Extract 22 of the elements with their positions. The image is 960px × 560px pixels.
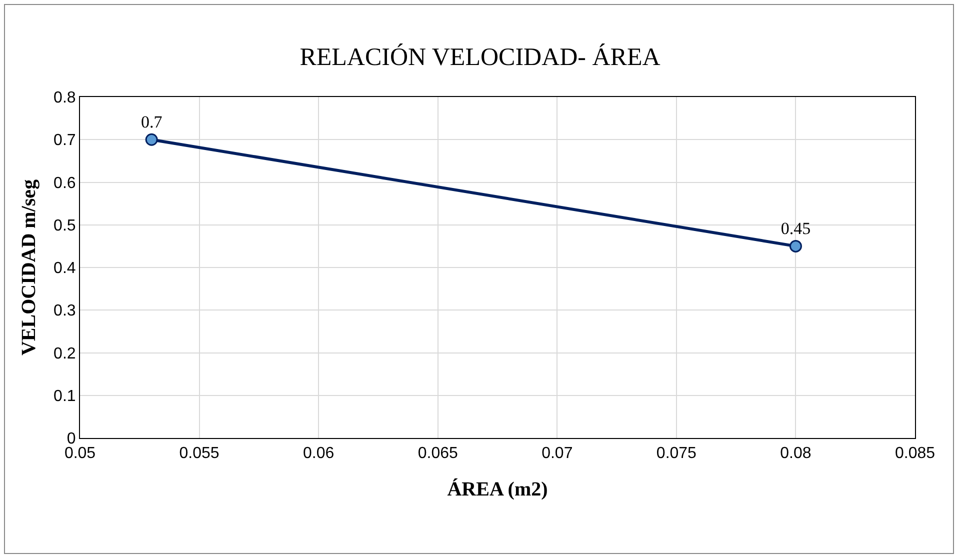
y-tick-label: 0.6 — [54, 174, 76, 192]
y-tick-label: 0.2 — [54, 345, 76, 362]
x-tick-label: 0.065 — [418, 445, 458, 462]
y-tick-label: 0.1 — [54, 388, 76, 405]
x-axis-title: ÁREA (m2) — [447, 478, 548, 501]
y-tick-label: 0.8 — [54, 90, 76, 107]
y-tick-label: 0.3 — [54, 302, 76, 320]
y-tick-label: 0.4 — [54, 260, 76, 278]
x-tick-label: 0.085 — [894, 445, 936, 462]
x-tick-label: 0.055 — [179, 445, 220, 462]
x-tick-label: 0.08 — [780, 445, 812, 462]
data-label: 0.45 — [780, 219, 811, 238]
chart-title: RELACIÓN VELOCIDAD- ÁREA — [300, 42, 660, 71]
x-tick-label: 0.07 — [542, 445, 573, 462]
data-label: 0.7 — [140, 112, 163, 132]
y-axis-title: VELOCIDAD m/seg — [18, 179, 40, 356]
y-tick-label: 0.5 — [54, 217, 76, 234]
y-tick-label: 0.7 — [54, 132, 76, 150]
x-tick-label: 0.06 — [303, 445, 334, 462]
x-tick-label: 0.05 — [64, 445, 96, 462]
y-tick-label: 0 — [66, 430, 76, 448]
x-tick-label: 0.075 — [656, 445, 697, 462]
